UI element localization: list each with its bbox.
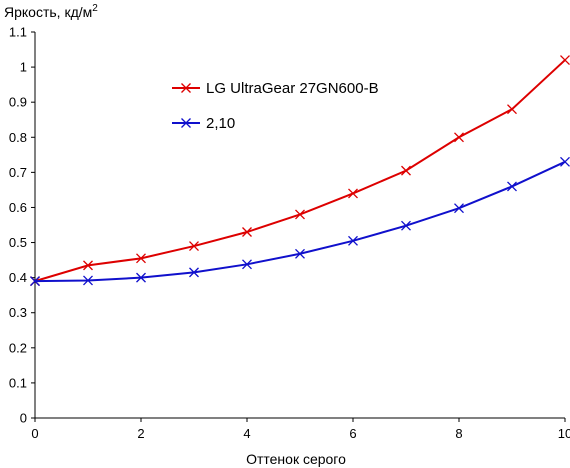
y-tick-label: 0 <box>20 411 27 426</box>
y-tick-label: 0.4 <box>9 270 27 285</box>
data-point <box>136 253 146 264</box>
x-tick-label: 4 <box>243 426 250 441</box>
data-point <box>83 260 93 271</box>
y-tick-label: 0.3 <box>9 305 27 320</box>
y-tick-label: 0.5 <box>9 235 27 250</box>
data-point <box>454 132 464 143</box>
y-axis-title: Яркость, кд/м2 <box>4 3 98 20</box>
y-tick-label: 1.1 <box>9 25 27 40</box>
y-tick-label: 0.1 <box>9 375 27 390</box>
data-point <box>189 267 199 278</box>
y-tick-label: 0.2 <box>9 340 27 355</box>
data-point <box>83 275 93 286</box>
data-point <box>295 248 305 259</box>
legend-marker <box>181 83 191 93</box>
legend-item: 2,10 <box>172 115 235 132</box>
legend-marker <box>181 118 191 128</box>
data-point <box>348 235 358 246</box>
x-tick-label: 2 <box>137 426 144 441</box>
data-point <box>30 276 40 287</box>
y-tick-label: 1 <box>20 60 27 75</box>
data-point <box>401 220 411 231</box>
data-point <box>507 181 517 192</box>
legend-item: LG UltraGear 27GN600-B <box>172 80 379 97</box>
y-tick-label: 0.7 <box>9 165 27 180</box>
data-point <box>560 55 570 66</box>
legend-label: 2,10 <box>206 115 235 132</box>
x-axis-title: Оттенок серого <box>246 451 346 467</box>
data-point <box>242 227 252 237</box>
x-tick-label: 0 <box>31 426 38 441</box>
series-layer <box>30 55 570 287</box>
data-point <box>401 165 411 176</box>
y-tick-label: 0.8 <box>9 130 27 145</box>
y-axis-title-superscript: 2 <box>92 3 98 14</box>
x-tick-label: 10 <box>558 426 570 441</box>
data-point <box>242 259 252 270</box>
data-point <box>560 156 570 167</box>
x-tick-label: 8 <box>455 426 462 441</box>
data-point <box>507 104 517 115</box>
y-axis: 0 0.1 0.2 0.3 0.4 0.5 0.6 0.7 0.8 0.9 1 1.1 <box>9 25 36 426</box>
y-tick-label: 0.9 <box>9 95 27 110</box>
data-point <box>136 272 146 283</box>
y-tick-label: 0.6 <box>9 200 27 215</box>
x-axis: 0 2 4 6 8 10 <box>31 417 570 441</box>
data-point <box>295 209 305 220</box>
data-point <box>189 241 199 252</box>
legend-label: LG UltraGear 27GN600-B <box>206 80 379 97</box>
legend: LG UltraGear 27GN600-B 2,10 <box>172 80 379 132</box>
series-2 <box>30 156 570 287</box>
series-line <box>34 160 566 283</box>
data-point <box>454 203 464 214</box>
x-tick-label: 6 <box>349 426 356 441</box>
data-point <box>348 188 358 199</box>
